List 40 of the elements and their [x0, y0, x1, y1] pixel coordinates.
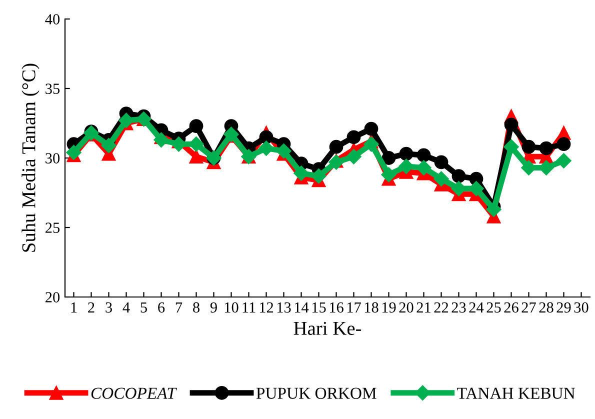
y-axis-title: Suhu Media Tanam (°C)	[22, 64, 40, 252]
x-tick-label: 9	[210, 302, 217, 313]
x-tick-label: 27	[522, 302, 536, 312]
y-tick-label: 35	[46, 84, 60, 94]
x-tick-label: 20	[399, 302, 414, 313]
x-tick-label: 18	[364, 302, 378, 313]
x-tick-label: 16	[330, 302, 344, 313]
x-tick-label: 6	[158, 302, 165, 313]
x-tick-label: 17	[347, 302, 361, 312]
x-tick-label: 7	[176, 302, 182, 312]
x-tick-label: 24	[469, 302, 484, 312]
legend-label: TANAH KEBUN	[457, 388, 575, 399]
y-tick-label: 20	[46, 292, 60, 302]
x-tick-label: 12	[260, 302, 274, 312]
x-tick-label: 3	[106, 302, 112, 313]
x-tick-label: 22	[434, 302, 448, 312]
x-tick-label: 30	[574, 302, 588, 313]
x-tick-label: 8	[193, 302, 200, 313]
x-tick-label: 5	[140, 302, 147, 313]
x-tick-label: 29	[556, 302, 571, 313]
x-tick-label: 23	[452, 302, 466, 313]
x-tick-label: 14	[294, 302, 309, 312]
x-tick-label: 1	[71, 302, 77, 312]
y-tick-label: 25	[46, 222, 60, 233]
y-tick-label: 30	[46, 153, 60, 164]
x-axis-title: Hari Ke-	[294, 322, 362, 335]
x-tick-label: 26	[504, 302, 518, 313]
x-tick-label: 19	[382, 302, 396, 313]
x-tick-label: 11	[242, 302, 256, 312]
x-tick-label: 21	[416, 302, 430, 312]
y-tick-label: 40	[45, 14, 60, 24]
x-tick-label: 25	[486, 302, 501, 313]
legend-label: PUPUK ORKOM	[256, 388, 376, 399]
x-tick-label: 4	[122, 302, 130, 312]
x-tick-label: 28	[539, 302, 554, 313]
legend-label: COCOPEAT	[91, 388, 177, 399]
x-tick-label: 15	[312, 302, 326, 313]
x-tick-label: 10	[224, 302, 238, 313]
x-tick-label: 13	[277, 302, 291, 313]
x-tick-label: 2	[88, 302, 94, 312]
